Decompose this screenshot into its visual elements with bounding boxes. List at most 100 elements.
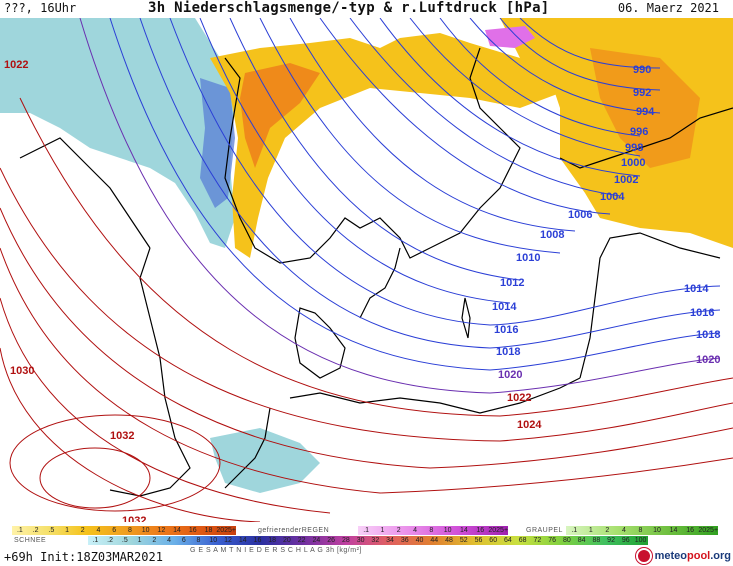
rain-scale-value: .2 [32, 527, 39, 534]
rain-scale-value: 16 [188, 527, 197, 534]
graupel-scale-value: 2025+ [698, 527, 719, 534]
isobar-label: 1018 [696, 329, 720, 341]
isobar-line [229, 18, 521, 281]
isobar-line [169, 18, 721, 326]
snow-scale-value: 60 [489, 537, 498, 544]
snow-scale-value: 44 [430, 537, 439, 544]
isobar-label: 1008 [540, 229, 564, 241]
isobar-label: 1020 [498, 369, 522, 381]
snow-scale-value: .5 [121, 537, 128, 544]
snow-scale-value: 14 [238, 537, 247, 544]
graupel-scale-value: 14 [669, 527, 678, 534]
precipitation-areas [0, 18, 733, 493]
snow-scale-value: 40 [415, 537, 424, 544]
graupel-label: GRAUPEL [526, 527, 563, 534]
snow-scale-value: .1 [92, 537, 99, 544]
logo-pin-icon [635, 548, 652, 564]
isobar-line [139, 18, 721, 349]
isobar-label: 994 [636, 106, 655, 118]
isobar-line [519, 18, 661, 69]
isobar-label: 1018 [496, 346, 520, 358]
snow-scale-value: 68 [518, 537, 527, 544]
freezing-scale-value: 2 [396, 527, 401, 534]
legend: .1 .2 .5 1 2 4 6 8 10 12 14 16 18 2025+ … [0, 522, 733, 566]
isobar-line [79, 18, 721, 394]
graupel-scale-value: 1 [588, 527, 593, 534]
coast-scotland [19, 137, 151, 249]
logo-text-meteo: meteo [654, 550, 687, 562]
snow-scale-value: 16 [253, 537, 262, 544]
snow-scale-value: 56 [474, 537, 483, 544]
isobar-label: 1022 [4, 59, 28, 71]
rain-scale-value: 6 [112, 527, 117, 534]
meteopool-logo[interactable]: meteopool.org [635, 548, 731, 564]
isobar-line [409, 18, 641, 157]
freezing-rain-label: gefrierenderREGEN [258, 527, 330, 534]
isobar-label: 1006 [568, 209, 592, 221]
freezing-scale-value: .1 [363, 527, 370, 534]
snow-scale-value: 24 [312, 537, 321, 544]
coast-sweden-south [359, 247, 401, 319]
snow-scale-value: 1 [137, 537, 142, 544]
isobar-line [259, 18, 561, 254]
rain-scale-value: .1 [16, 527, 23, 534]
rain-scale-value: 12 [157, 527, 166, 534]
graupel-scale-value: 4 [621, 527, 626, 534]
isobar-label: 990 [633, 64, 651, 76]
logo-text: meteopool.org [655, 550, 731, 562]
snow-scale-value: 76 [548, 537, 557, 544]
snow-area-channel [210, 428, 320, 493]
freezing-scale-value: 10 [443, 527, 452, 534]
isobar-label: 1024 [517, 419, 542, 431]
snow-scale-value: 30 [356, 537, 365, 544]
run-time-label: ???, 16Uhr [4, 1, 77, 15]
weather-map: 990 992 994 996 998 1000 1002 1004 1006 … [0, 18, 733, 522]
graupel-scale-value: .1 [571, 527, 578, 534]
rain-scale-value: 8 [127, 527, 132, 534]
rain-scale-value: 1 [65, 527, 69, 534]
snow-scale-value: .2 [107, 537, 114, 544]
snow-scale-value: 88 [592, 537, 601, 544]
freezing-scale-value: 16 [476, 527, 485, 534]
coast-denmark [294, 307, 346, 379]
snow-scale-value: 36 [400, 537, 409, 544]
snow-scale-value: 12 [224, 537, 232, 544]
freezing-scale-value: 1 [380, 527, 385, 534]
snow-scale-value: 6 [181, 537, 186, 544]
isobar-line [349, 18, 621, 197]
freezing-scale-value: 8 [429, 527, 434, 534]
snow-scale-value: 100 [634, 537, 647, 544]
isobar-label: 1004 [600, 191, 625, 203]
isobar-label: 1000 [621, 157, 645, 169]
snow-scale-value: 2 [152, 537, 157, 544]
graupel-scale: .1 1 2 4 8 10 14 16 2025+ [566, 526, 718, 535]
snow-scale-value: 72 [533, 537, 542, 544]
rain-scale-value: 10 [141, 527, 150, 534]
map-title: 3h Niederschlagsmenge/-typ & r.Luftdruck… [148, 0, 550, 16]
isobar-line [109, 18, 721, 371]
snow-scale-value: 92 [607, 537, 615, 544]
isobar-label: 1012 [500, 277, 524, 289]
isobar-line [0, 207, 733, 469]
isobar-line [319, 18, 611, 215]
coast-netherlands [224, 407, 271, 489]
freezing-rain-scale: .1 1 2 4 8 10 14 16 2025+ [358, 526, 508, 535]
graupel-scale-value: 16 [686, 527, 694, 534]
snow-area-heavy [200, 78, 235, 208]
snow-scale-value: 28 [341, 537, 350, 544]
freezing-scale-value: 2025+ [488, 527, 509, 534]
logo-text-suffix: .org [710, 550, 731, 562]
isobar-line [199, 18, 511, 304]
coast-baltic-east [579, 232, 721, 379]
rain-scale: .1 .2 .5 1 2 4 6 8 10 12 14 16 18 2025+ [12, 526, 236, 535]
snow-scale-value: 64 [504, 537, 512, 544]
isobar-line [289, 18, 576, 232]
run-info: +69h Init:18Z03MAR2021 [4, 550, 163, 564]
isobar-line [439, 18, 641, 137]
isobar-label: 996 [630, 126, 648, 138]
isobar-high-inner [39, 447, 151, 509]
snow-scale-value: 20 [283, 537, 291, 544]
coast-england [109, 247, 191, 497]
graupel-scale-value: 2 [605, 527, 610, 534]
snow-scale: .1 .2 .5 1 2 4 6 8 10 12 14 16 18 20 22 … [88, 536, 648, 545]
